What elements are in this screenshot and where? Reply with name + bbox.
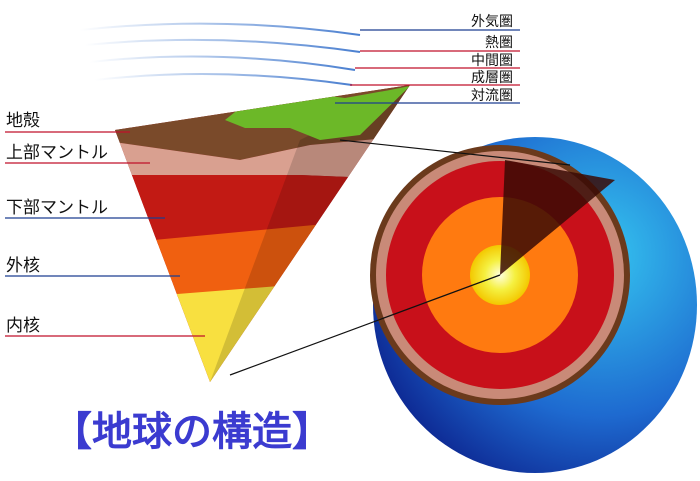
layer-label: 内核 <box>6 316 40 336</box>
atmosphere-label: 熱圏 <box>485 35 513 51</box>
title: 【地球の構造】 <box>52 409 332 455</box>
pointer-lines <box>5 29 571 376</box>
layer-label: 外核 <box>6 256 40 276</box>
layer-label: 上部マントル <box>6 143 108 163</box>
atmosphere-label: 外気圏 <box>471 14 513 30</box>
cross-section-wedge <box>115 85 410 382</box>
atmosphere-label: 中間圏 <box>471 53 513 69</box>
layer-label: 地殻 <box>6 111 40 131</box>
atmosphere-arcs <box>79 22 361 86</box>
atmosphere-label: 対流圏 <box>471 88 513 104</box>
layer-label: 下部マントル <box>6 198 108 218</box>
atmosphere-label: 成層圏 <box>471 70 513 86</box>
